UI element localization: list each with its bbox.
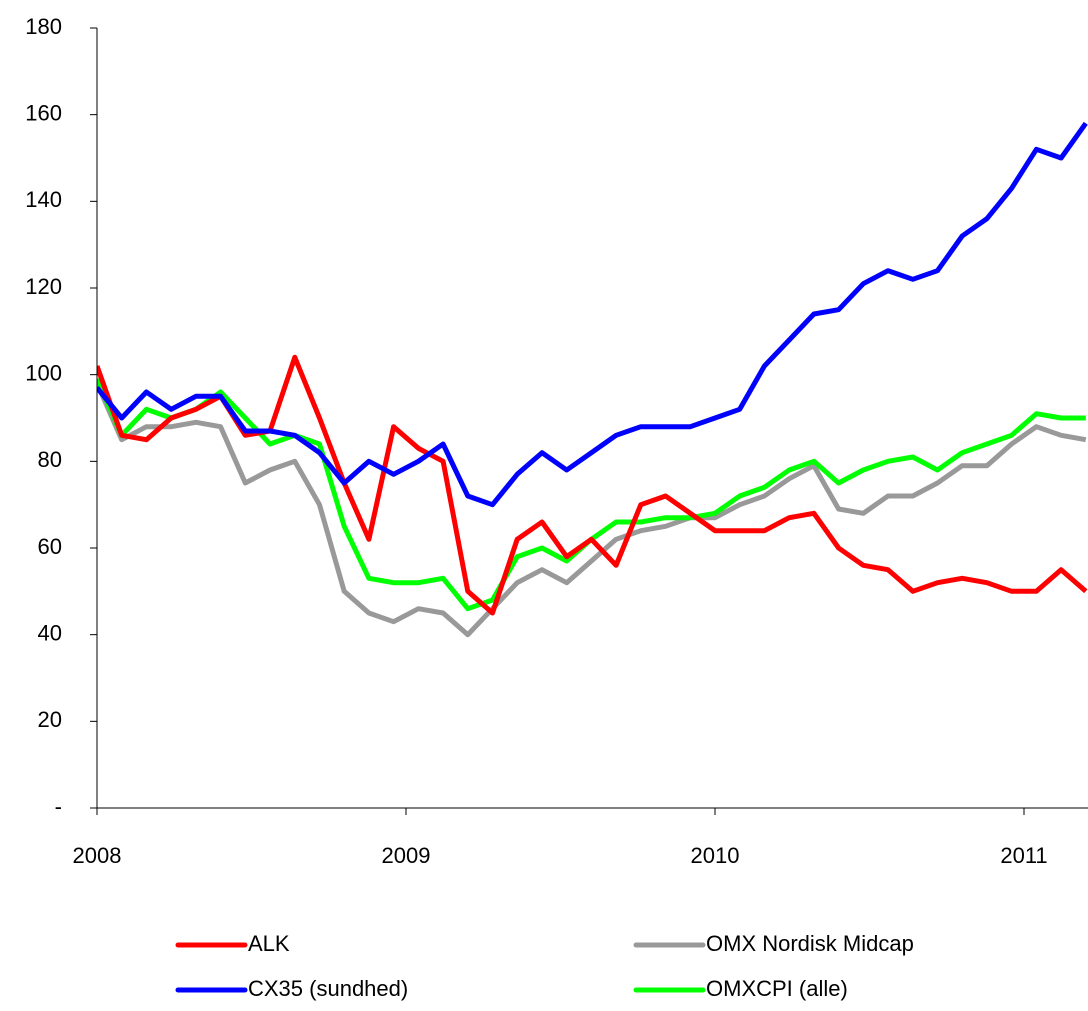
y-tick-label: 60 xyxy=(38,534,62,559)
legend-label: ALK xyxy=(248,931,290,956)
y-tick-label: 40 xyxy=(38,620,62,645)
y-tick-label: - xyxy=(55,794,62,819)
y-tick-label: 180 xyxy=(25,14,62,39)
x-tick-label: 2009 xyxy=(382,843,431,868)
y-tick-label: 80 xyxy=(38,447,62,472)
y-tick-label: 120 xyxy=(25,274,62,299)
legend-label: OMX Nordisk Midcap xyxy=(706,931,914,956)
x-tick-label: 2008 xyxy=(73,843,122,868)
series-line xyxy=(97,121,1088,508)
y-tick-label: 20 xyxy=(38,707,62,732)
y-tick-label: 160 xyxy=(25,100,62,125)
x-tick-label: 2010 xyxy=(691,843,740,868)
series-line xyxy=(97,382,1087,638)
series-line xyxy=(97,377,1086,612)
y-tick-label: 140 xyxy=(25,187,62,212)
x-tick-label: 2011 xyxy=(1000,843,1047,868)
legend-label: OMXCPI (alle) xyxy=(706,976,848,1001)
y-tick-label: 100 xyxy=(25,360,62,385)
legend-label: CX35 (sundhed) xyxy=(248,976,408,1001)
plot-area xyxy=(97,121,1088,638)
